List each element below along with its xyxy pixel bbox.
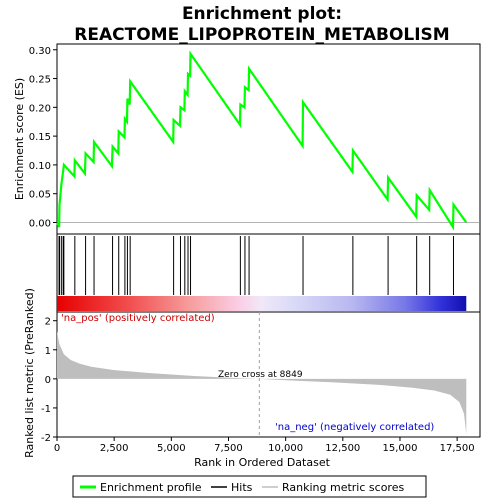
enrichment-profile-line bbox=[55, 50, 468, 231]
metric-y-tick-label: 2 bbox=[45, 317, 51, 328]
x-axis-label: Rank in Ordered Dataset bbox=[194, 456, 331, 469]
es-panel-frame bbox=[56, 43, 481, 235]
zero-cross-label: Zero cross at 8849 bbox=[218, 370, 303, 380]
metric-y-tick-label: -2 bbox=[41, 433, 51, 444]
es-y-axis-label: Enrichment score (ES) bbox=[13, 78, 26, 200]
legend-label-hits: Hits bbox=[231, 481, 253, 494]
es-y-tick-label: 0.20 bbox=[29, 103, 51, 114]
metric-y-tick-label: 0 bbox=[45, 375, 51, 386]
x-tick-label: 0 bbox=[54, 443, 60, 454]
rank-color-bar bbox=[57, 296, 467, 311]
x-tick-label: 10,000 bbox=[268, 443, 303, 454]
metric-y-axis: -2 -1 0 1 2 bbox=[41, 317, 57, 444]
chart-title-line2: REACTOME_LIPOPROTEIN_METABOLISM bbox=[74, 25, 449, 45]
es-y-tick-label: 0.30 bbox=[29, 46, 51, 57]
legend-label-profile: Enrichment profile bbox=[100, 481, 202, 494]
x-tick-label: 5,000 bbox=[157, 443, 186, 454]
ranking-metric-area bbox=[57, 330, 467, 435]
x-tick-label: 15,000 bbox=[382, 443, 417, 454]
es-y-tick-label: 0.05 bbox=[29, 190, 51, 201]
es-y-tick-label: 0.25 bbox=[29, 75, 51, 86]
metric-y-axis-label: Ranked list metric (PreRanked) bbox=[23, 288, 36, 458]
x-tick-label: 17,500 bbox=[440, 443, 475, 454]
legend-label-metric: Ranking metric scores bbox=[282, 481, 404, 494]
es-y-tick-label: 0.15 bbox=[29, 132, 51, 143]
chart-title-line1: Enrichment plot: bbox=[182, 4, 342, 24]
es-y-axis: 0.00 0.05 0.10 0.15 0.20 0.25 0.30 bbox=[29, 46, 57, 229]
pos-label: 'na_pos' (positively correlated) bbox=[61, 313, 215, 324]
metric-y-tick-label: 1 bbox=[45, 346, 51, 357]
x-axis: 0 2,500 5,000 7,500 10,000 12,500 15,000 17,500 bbox=[54, 437, 475, 454]
es-y-tick-label: 0.00 bbox=[29, 218, 51, 229]
neg-label: 'na_neg' (negatively correlated) bbox=[275, 422, 434, 433]
metric-y-tick-label: -1 bbox=[41, 404, 51, 415]
x-tick-label: 2,500 bbox=[100, 443, 129, 454]
legend-box bbox=[72, 475, 427, 498]
x-tick-label: 12,500 bbox=[325, 443, 360, 454]
es-y-tick-label: 0.10 bbox=[29, 161, 51, 172]
hit-markers bbox=[58, 236, 454, 295]
x-tick-label: 7,500 bbox=[214, 443, 243, 454]
